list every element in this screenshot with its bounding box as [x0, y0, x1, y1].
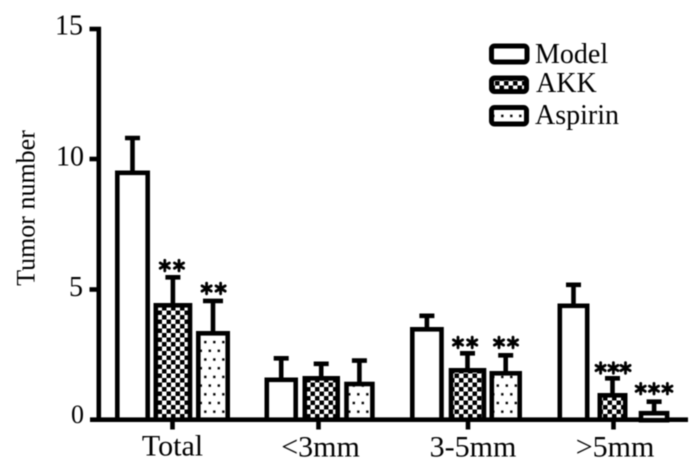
svg-text:5: 5 — [69, 272, 83, 303]
svg-text:3-5mm: 3-5mm — [430, 431, 517, 463]
svg-text:10: 10 — [56, 142, 84, 173]
svg-text:Total: Total — [142, 430, 203, 463]
svg-text:Tumor number: Tumor number — [12, 130, 41, 286]
svg-text:0: 0 — [71, 400, 84, 429]
svg-text:AKK: AKK — [536, 68, 597, 99]
svg-text:15: 15 — [55, 11, 83, 42]
svg-text:<3mm: <3mm — [281, 431, 360, 463]
svg-text:Model: Model — [535, 39, 608, 70]
svg-text:>5mm: >5mm — [576, 431, 655, 463]
svg-text:Aspirin: Aspirin — [535, 100, 619, 131]
